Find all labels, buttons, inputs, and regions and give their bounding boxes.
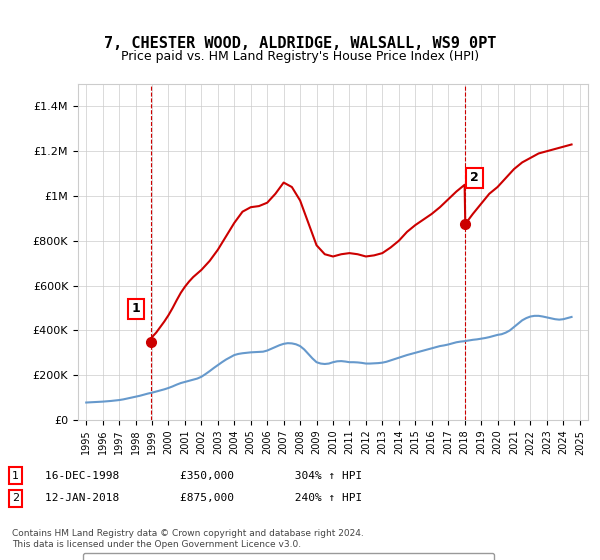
- Text: Price paid vs. HM Land Registry's House Price Index (HPI): Price paid vs. HM Land Registry's House …: [121, 50, 479, 63]
- Text: 1: 1: [131, 302, 140, 315]
- Text: 12-JAN-2018         £875,000         240% ↑ HPI: 12-JAN-2018 £875,000 240% ↑ HPI: [45, 493, 362, 503]
- Text: 2: 2: [12, 493, 19, 503]
- Text: 1: 1: [12, 471, 19, 481]
- Legend: 7, CHESTER WOOD, ALDRIDGE, WALSALL, WS9 0PT (detached house), HPI: Average price: 7, CHESTER WOOD, ALDRIDGE, WALSALL, WS9 …: [83, 553, 494, 560]
- Text: 16-DEC-1998         £350,000         304% ↑ HPI: 16-DEC-1998 £350,000 304% ↑ HPI: [45, 471, 362, 481]
- Text: Contains HM Land Registry data © Crown copyright and database right 2024.
This d: Contains HM Land Registry data © Crown c…: [12, 529, 364, 549]
- Text: 2: 2: [470, 171, 479, 184]
- Text: 7, CHESTER WOOD, ALDRIDGE, WALSALL, WS9 0PT: 7, CHESTER WOOD, ALDRIDGE, WALSALL, WS9 …: [104, 36, 496, 52]
